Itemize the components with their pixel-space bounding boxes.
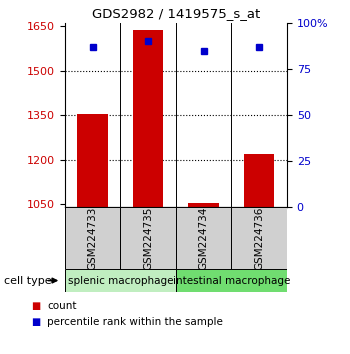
Text: splenic macrophage: splenic macrophage <box>68 275 173 286</box>
Bar <box>244 154 274 207</box>
Text: cell type: cell type <box>4 275 51 286</box>
Text: intestinal macrophage: intestinal macrophage <box>173 275 290 286</box>
Text: GSM224736: GSM224736 <box>254 206 264 270</box>
Bar <box>176 269 287 292</box>
Bar <box>65 207 120 269</box>
Text: GSM224734: GSM224734 <box>199 206 209 270</box>
Bar <box>120 207 176 269</box>
Bar <box>188 202 219 207</box>
Bar <box>176 207 231 269</box>
Bar <box>65 269 176 292</box>
Text: GSM224735: GSM224735 <box>143 206 153 270</box>
Bar <box>77 114 108 207</box>
Bar <box>133 30 163 207</box>
Text: GSM224733: GSM224733 <box>88 206 98 270</box>
Bar <box>231 207 287 269</box>
Text: count: count <box>47 301 77 311</box>
Title: GDS2982 / 1419575_s_at: GDS2982 / 1419575_s_at <box>92 7 260 21</box>
Text: ■: ■ <box>32 301 41 311</box>
Text: percentile rank within the sample: percentile rank within the sample <box>47 317 223 327</box>
Text: ■: ■ <box>32 317 41 327</box>
